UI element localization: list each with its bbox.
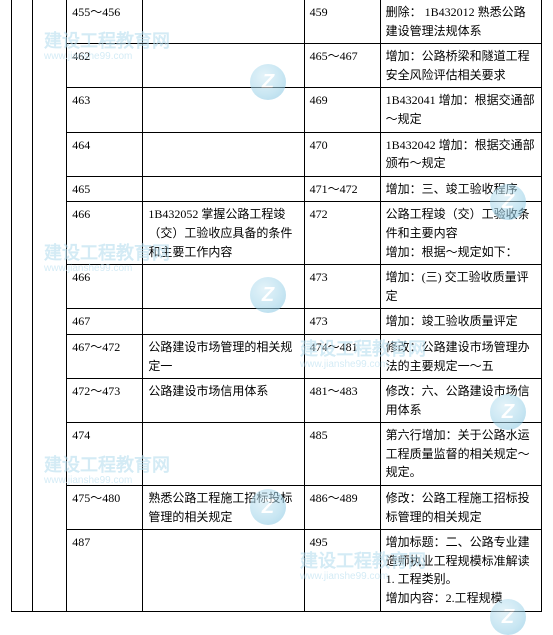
change-desc: 增加：(三) 交工验收质量评定: [380, 265, 541, 309]
old-page: 472～473: [67, 379, 143, 423]
table-row: 465 471～472增加：三、竣工验收程序: [12, 176, 542, 202]
old-page: 487: [67, 530, 143, 611]
new-page: 469: [304, 88, 380, 132]
old-page: 467: [67, 309, 143, 335]
change-desc: 增加标题：二、公路专业建造师执业工程规模标准解读1. 工程类别。增加内容：2.工…: [380, 530, 541, 611]
stub-col-0: [12, 423, 33, 486]
change-desc: 增加：公路桥梁和隧道工程安全风险评估相关要求: [380, 44, 541, 88]
old-page: 467～472: [67, 334, 143, 378]
stub-col-1: [32, 44, 67, 88]
change-desc: 公路工程竣（交）工验收条件和主要内容增加：根据～规定如下：: [380, 202, 541, 265]
table-row: 467 473增加：竣工验收质量评定: [12, 309, 542, 335]
stub-col-0: [12, 486, 33, 530]
stub-col-1: [32, 0, 67, 44]
old-page: 463: [67, 88, 143, 132]
table-row: 462 465～467增加：公路桥梁和隧道工程安全风险评估相关要求: [12, 44, 542, 88]
change-desc: 修改：公路建设市场管理办法的主要规定一～五: [380, 334, 541, 378]
old-page: 464: [67, 132, 143, 176]
old-desc: [143, 0, 304, 44]
change-desc: 增加：竣工验收质量评定: [380, 309, 541, 335]
stub-col-0: [12, 202, 33, 265]
stub-col-0: [12, 132, 33, 176]
new-page: 473: [304, 309, 380, 335]
stub-col-0: [12, 334, 33, 378]
new-page: 465～467: [304, 44, 380, 88]
new-page: 486～489: [304, 486, 380, 530]
table-row: 466 473增加：(三) 交工验收质量评定: [12, 265, 542, 309]
change-desc: 1B432041 增加：根据交通部～规定: [380, 88, 541, 132]
stub-col-0: [12, 0, 33, 44]
old-page: 466: [67, 265, 143, 309]
stub-col-0: [12, 309, 33, 335]
stub-col-1: [32, 202, 67, 265]
stub-col-1: [32, 88, 67, 132]
change-desc: 1B432042 增加：根据交通部颁布～规定: [380, 132, 541, 176]
change-desc: 修改：六、公路建设市场信用体系: [380, 379, 541, 423]
change-desc: 第六行增加：关于公路水运工程质量监督的相关规定～规定。: [380, 423, 541, 486]
new-page: 485: [304, 423, 380, 486]
old-page: 475～480: [67, 486, 143, 530]
stub-col-0: [12, 44, 33, 88]
stub-col-1: [32, 379, 67, 423]
stub-col-1: [32, 132, 67, 176]
table-row: 472～473公路建设市场信用体系481～483修改：六、公路建设市场信用体系: [12, 379, 542, 423]
table-row: 4661B432052 掌握公路工程竣（交）工验收应具备的条件和主要工作内容47…: [12, 202, 542, 265]
stub-col-1: [32, 334, 67, 378]
old-desc: [143, 88, 304, 132]
stub-col-0: [12, 265, 33, 309]
new-page: 481～483: [304, 379, 380, 423]
new-page: 473: [304, 265, 380, 309]
table-row: 463 4691B432041 增加：根据交通部～规定: [12, 88, 542, 132]
change-desc: 修改：公路工程施工招标投标管理的相关规定: [380, 486, 541, 530]
old-desc: [143, 44, 304, 88]
old-desc: [143, 265, 304, 309]
new-page: 459: [304, 0, 380, 44]
new-page: 471～472: [304, 176, 380, 202]
change-desc: 增加：三、竣工验收程序: [380, 176, 541, 202]
old-desc: 公路建设市场信用体系: [143, 379, 304, 423]
old-desc: [143, 530, 304, 611]
table-row: 474 485第六行增加：关于公路水运工程质量监督的相关规定～规定。: [12, 423, 542, 486]
new-page: 474～481: [304, 334, 380, 378]
old-desc: 1B432052 掌握公路工程竣（交）工验收应具备的条件和主要工作内容: [143, 202, 304, 265]
old-desc: [143, 132, 304, 176]
old-page: 455～456: [67, 0, 143, 44]
old-page: 466: [67, 202, 143, 265]
old-desc: [143, 309, 304, 335]
old-page: 474: [67, 423, 143, 486]
stub-col-1: [32, 486, 67, 530]
stub-col-1: [32, 530, 67, 611]
stub-col-0: [12, 176, 33, 202]
old-desc: 公路建设市场管理的相关规定一: [143, 334, 304, 378]
old-desc: [143, 176, 304, 202]
stub-col-0: [12, 530, 33, 611]
table-row: 455～456 459删除： 1B432012 熟悉公路建设管理法规体系: [12, 0, 542, 44]
stub-col-0: [12, 379, 33, 423]
table-row: 475～480熟悉公路工程施工招标投标管理的相关规定486～489修改：公路工程…: [12, 486, 542, 530]
table-row: 467～472公路建设市场管理的相关规定一474～481修改：公路建设市场管理办…: [12, 334, 542, 378]
old-desc: [143, 423, 304, 486]
old-page: 465: [67, 176, 143, 202]
old-desc: 熟悉公路工程施工招标投标管理的相关规定: [143, 486, 304, 530]
stub-col-0: [12, 88, 33, 132]
table-row: 464 4701B432042 增加：根据交通部颁布～规定: [12, 132, 542, 176]
stub-col-1: [32, 423, 67, 486]
new-page: 495: [304, 530, 380, 611]
change-desc: 删除： 1B432012 熟悉公路建设管理法规体系: [380, 0, 541, 44]
stub-col-1: [32, 309, 67, 335]
stub-col-1: [32, 176, 67, 202]
new-page: 470: [304, 132, 380, 176]
stub-col-1: [32, 265, 67, 309]
old-page: 462: [67, 44, 143, 88]
table-row: 487 495增加标题：二、公路专业建造师执业工程规模标准解读1. 工程类别。增加…: [12, 530, 542, 611]
comparison-table: 455～456459删除： 1B432012 熟悉公路建设管理法规体系46246…: [11, 0, 542, 612]
new-page: 472: [304, 202, 380, 265]
